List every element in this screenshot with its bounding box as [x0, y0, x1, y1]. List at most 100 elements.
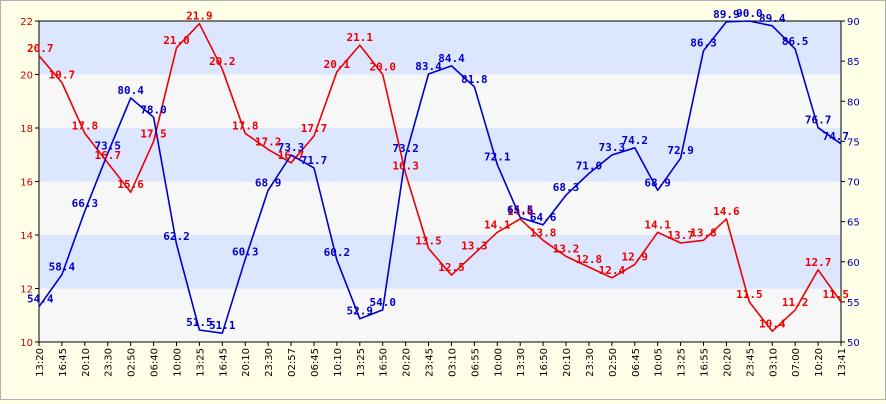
x-tick-label: 20:20 [722, 348, 733, 377]
temperature-data-label: 14.1 [644, 218, 671, 231]
x-tick-label: 20:10 [562, 348, 573, 377]
temperature-data-label: 12.7 [805, 256, 832, 269]
temperature-data-label: 12.9 [622, 250, 649, 263]
temperature-data-label: 12.8 [576, 253, 603, 266]
temperature-data-label: 12.5 [438, 261, 465, 274]
temperature-data-label: 13.8 [690, 226, 717, 239]
x-tick-label: 13:30 [516, 348, 527, 377]
grid-band [39, 128, 841, 182]
temperature-data-label: 13.5 [415, 234, 442, 247]
x-tick-label: 02:50 [608, 348, 619, 377]
x-tick-label: 06:45 [631, 348, 642, 377]
right-tick-label: 65 [847, 218, 860, 229]
x-tick-label: 10:10 [333, 348, 344, 377]
x-tick-label: 06:55 [470, 348, 481, 377]
humidity-data-label: 60.3 [232, 245, 259, 258]
humidity-data-label: 64.6 [530, 211, 557, 224]
humidity-data-label: 74.2 [622, 134, 649, 147]
x-tick-label: 13:25 [356, 348, 367, 377]
left-tick-label: 18 [20, 124, 33, 135]
temperature-data-label: 17.8 [72, 119, 99, 132]
humidity-data-label: 58.4 [49, 261, 76, 274]
temperature-data-label: 14.1 [484, 218, 511, 231]
temperature-data-label: 20.0 [369, 61, 396, 74]
humidity-data-label: 86.3 [690, 37, 717, 50]
right-tick-label: 60 [847, 258, 860, 269]
humidity-data-label: 90.0 [736, 7, 763, 20]
humidity-data-label: 73.3 [599, 141, 626, 154]
x-tick-label: 23:30 [264, 348, 275, 377]
background-bands [38, 20, 842, 343]
temperature-data-label: 14.6 [713, 205, 740, 218]
humidity-data-label: 65.5 [507, 204, 534, 217]
x-tick-label: 07:00 [791, 348, 802, 377]
grid-band [39, 74, 841, 128]
humidity-data-label: 60.2 [324, 246, 351, 259]
temperature-data-label: 11.2 [782, 296, 809, 309]
right-tick-label: 70 [847, 178, 860, 189]
temperature-data-label: 11.5 [736, 288, 763, 301]
x-tick-label: 20:10 [81, 348, 92, 377]
left-tick-label: 20 [20, 71, 33, 82]
humidity-data-label: 81.8 [461, 73, 488, 86]
humidity-data-label: 54.0 [369, 296, 396, 309]
x-tick-label: 13:25 [677, 348, 688, 377]
right-tick-label: 55 [847, 298, 860, 309]
right-tick-label: 85 [847, 57, 860, 68]
temperature-line [38, 22, 842, 333]
x-tick-label: 20:20 [402, 348, 413, 377]
humidity-data-label: 84.4 [438, 52, 465, 65]
temperature-data-label: 20.1 [324, 58, 351, 71]
temperature-data-label: 21.0 [163, 34, 190, 47]
humidity-data-label: 73.3 [278, 141, 305, 154]
humidity-data-label: 52.9 [347, 305, 374, 318]
humidity-data-label: 54.4 [27, 293, 54, 306]
temperature-data-label: 19.7 [49, 69, 76, 82]
x-tick-label: 23:45 [425, 348, 436, 377]
humidity-data-label: 51.5 [186, 316, 213, 329]
x-tick-label: 23:30 [585, 348, 596, 377]
temperature-data-label: 20.7 [27, 42, 54, 55]
left-tick-label: 22 [20, 17, 33, 28]
x-tick-label: 13:25 [195, 348, 206, 377]
temperature-data-label: 17.7 [301, 122, 328, 135]
humidity-data-label: 73.2 [392, 142, 419, 155]
series-lines [38, 20, 842, 335]
humidity-data-label: 72.9 [667, 144, 694, 157]
humidity-data-label: 76.7 [805, 114, 832, 127]
temperature-data-label: 11.5 [823, 288, 850, 301]
temperature-data-label: 14.6 [507, 205, 534, 218]
x-tick-label: 23:45 [745, 348, 756, 377]
humidity-data-label: 66.3 [72, 197, 99, 210]
temperature-data-label: 15.6 [117, 178, 144, 191]
humidity-data-label: 86.5 [782, 35, 809, 48]
temperature-data-label: 12.4 [599, 264, 626, 277]
humidity-data-label: 78.0 [140, 103, 167, 116]
left-tick-label: 14 [20, 231, 33, 242]
humidity-data-label: 80.4 [117, 84, 144, 97]
x-tick-label: 10:00 [172, 348, 183, 377]
humidity-data-label: 89.4 [759, 12, 786, 25]
x-tick-label: 02:50 [127, 348, 138, 377]
x-tick-label: 03:10 [768, 348, 779, 377]
x-tick-label: 16:55 [700, 348, 711, 377]
temperature-data-label: 10.4 [759, 317, 786, 330]
humidity-data-label: 89.9 [713, 8, 740, 21]
temperature-data-label: 21.1 [347, 31, 374, 44]
humidity-line [38, 20, 842, 335]
x-tick-label: 03:10 [447, 348, 458, 377]
temperature-data-label: 13.3 [461, 240, 488, 253]
grid-band [39, 288, 841, 342]
x-tick-label: 23:30 [104, 348, 115, 377]
left-axis-ticks: 10 12 14 16 18 20 22 [20, 17, 39, 349]
x-tick-label: 16:45 [58, 348, 69, 377]
x-tick-label: 02:57 [287, 348, 298, 377]
right-axis-ticks: 50 55 60 65 70 75 80 85 90 [841, 17, 860, 349]
humidity-data-label: 72.1 [484, 151, 511, 164]
humidity-data-label: 73.5 [94, 139, 121, 152]
x-tick-label: 13:41 [837, 348, 848, 377]
temperature-data-label: 21.9 [186, 10, 213, 23]
right-tick-label: 75 [847, 137, 860, 148]
